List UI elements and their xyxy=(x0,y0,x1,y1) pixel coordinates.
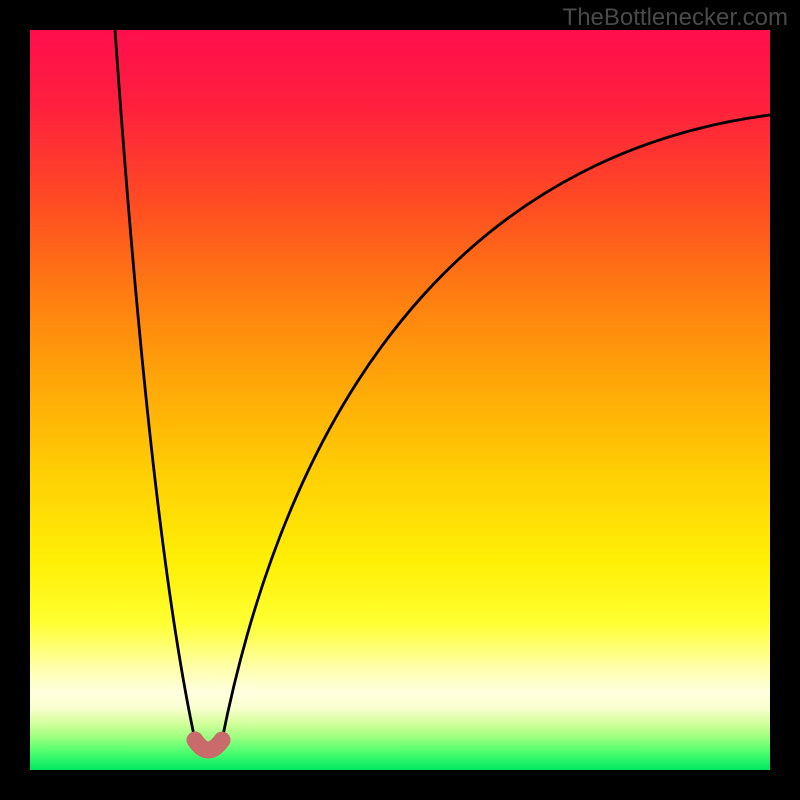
curve-right-branch xyxy=(222,115,770,740)
plot-area xyxy=(30,30,770,770)
curve-minimum-notch xyxy=(195,740,222,750)
chart-frame: TheBottlenecker.com xyxy=(0,0,800,800)
curve-layer xyxy=(30,30,770,770)
curve-left-branch xyxy=(115,30,195,740)
watermark-text: TheBottlenecker.com xyxy=(563,4,788,32)
